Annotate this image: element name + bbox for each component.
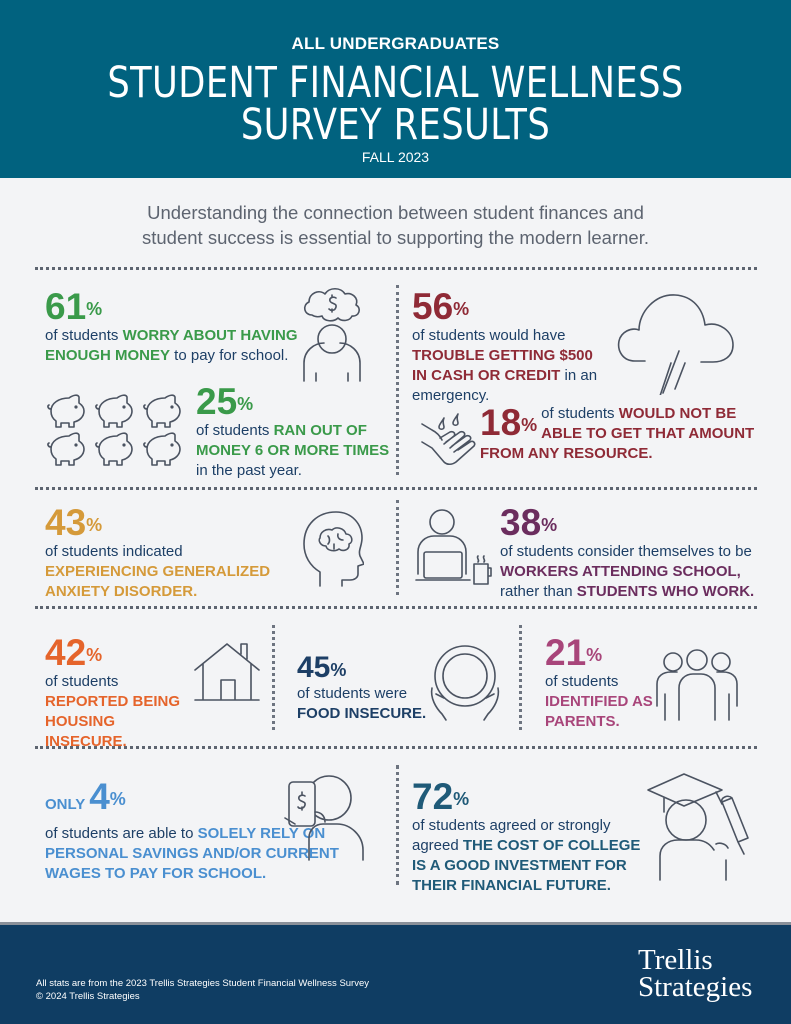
intro-line-1: Understanding the connection between stu…	[147, 202, 644, 223]
logo-line-1: Trellis	[638, 944, 713, 976]
brain-head-icon	[298, 508, 365, 588]
stat-text: to pay for school.	[170, 347, 289, 364]
stat-text: of students were	[297, 685, 408, 702]
stat-text: in the past year.	[196, 462, 302, 479]
worker-laptop-icon	[414, 508, 492, 588]
intro-text: Understanding the connection between stu…	[0, 200, 791, 250]
column-divider	[396, 765, 399, 885]
stat-investment: 72% of students agreed or strongly agree…	[412, 778, 652, 896]
stat-housing: 42% of students REPORTED BEING HOUSING I…	[45, 634, 195, 752]
stat-highlight: TROUBLE GETTING $500 IN CASH OR CREDIT	[412, 347, 593, 384]
source-note: All stats are from the 2023 Trellis Stra…	[36, 978, 370, 989]
stat-no-resource: 18% of students WOULD NOT BE ABLE TO GET…	[480, 404, 770, 464]
stat-text: of students	[45, 673, 119, 690]
stat-text: of students	[45, 327, 123, 344]
column-divider	[396, 500, 399, 595]
stat-highlight: RAN OUT OF MONEY 6 OR MORE TIMES	[196, 422, 390, 459]
stat-workers: 38% of students consider themselves to b…	[500, 504, 780, 602]
stat-highlight: REPORTED BEING HOUSING INSECURE.	[45, 693, 181, 750]
hand-drops-icon	[420, 412, 478, 470]
stat-text: of students would have	[412, 327, 566, 344]
page-title: STUDENT FINANCIAL WELLNESS SURVEY RESULT…	[71, 58, 720, 150]
stat-highlight: FOOD INSECURE.	[297, 705, 427, 722]
intro-line-2: student success is essential to supporti…	[142, 227, 649, 248]
copyright: © 2024 Trellis Strategies	[36, 991, 140, 1002]
stat-emergency-500: 56% of students would have TROUBLE GETTI…	[412, 288, 612, 406]
stat-savings: ONLY 4% of students are able to SOLELY R…	[45, 778, 345, 884]
stat-highlight: STUDENTS WHO WORK.	[576, 583, 755, 600]
stat-text: of students consider themselves to be	[500, 543, 752, 560]
column-divider	[396, 285, 399, 475]
stat-value: 72%	[412, 776, 470, 817]
stat-value: ONLY 4%	[45, 776, 126, 817]
empty-plate-icon	[428, 638, 502, 722]
title-line-1: STUDENT FINANCIAL WELLNESS	[107, 58, 684, 108]
stat-highlight: EXPERIENCING GENERALIZED ANXIETY DISORDE…	[45, 563, 271, 600]
logo-line-2: Strategies	[638, 971, 753, 1003]
stat-value: 21%	[545, 632, 603, 673]
term-label: FALL 2023	[361, 149, 430, 165]
stat-value: 25%	[196, 381, 254, 422]
stat-highlight: WORKERS ATTENDING SCHOOL,	[500, 563, 741, 580]
audience-label: ALL UNDERGRADUATES	[291, 34, 500, 53]
piggy-bank-icon	[45, 393, 187, 467]
stat-value: 18%	[480, 402, 538, 443]
stat-text: of students are able to	[45, 825, 198, 842]
stat-value: 43%	[45, 502, 103, 543]
stat-highlight: IDENTIFIED AS PARENTS.	[545, 693, 653, 730]
stat-parents: 21% of students IDENTIFIED AS PARENTS.	[545, 634, 655, 732]
stat-ran-out: 25% of students RAN OUT OF MONEY 6 OR MO…	[196, 383, 396, 481]
stat-highlight: WOULD NOT BE ABLE TO GET THAT AMOUNT FRO…	[480, 405, 755, 462]
stat-text: of students indicated	[45, 543, 183, 560]
stat-value: 45%	[297, 651, 347, 684]
header-banner: ALL UNDERGRADUATES STUDENT FINANCIAL WEL…	[0, 0, 791, 178]
stat-text: in an emergency.	[412, 367, 598, 404]
stat-value: 61%	[45, 286, 103, 327]
column-divider	[272, 625, 275, 730]
divider	[35, 267, 757, 270]
stat-value: 42%	[45, 632, 103, 673]
trellis-strategies-logo: Trellis Strategies	[638, 944, 753, 1003]
stat-anxiety: 43% of students indicated EXPERIENCING G…	[45, 504, 285, 602]
column-divider	[519, 625, 522, 730]
stat-highlight: SOLELY RELY ON PERSONAL SAVINGS AND/OR C…	[45, 825, 339, 882]
family-icon	[653, 648, 741, 722]
worried-person-icon	[298, 285, 366, 383]
stat-text: rather than	[500, 583, 577, 600]
divider	[35, 746, 757, 749]
stat-worry: 61% of students WORRY ABOUT HAVING ENOUG…	[45, 288, 315, 366]
stat-text: of students agreed or strongly agreed	[412, 817, 611, 854]
rain-cloud-icon	[615, 289, 737, 400]
stat-text: of students	[545, 673, 619, 690]
stat-highlight: WORRY ABOUT HAVING ENOUGH MONEY	[45, 327, 298, 364]
footer-note: All stats are from the 2023 Trellis Stra…	[36, 977, 369, 1003]
footer: All stats are from the 2023 Trellis Stra…	[0, 922, 791, 1024]
stat-highlight: THE COST OF COLLEGE IS A GOOD INVESTMENT…	[412, 837, 641, 894]
stat-food: 45% of students were FOOD INSECURE.	[297, 652, 437, 724]
stat-value: 56%	[412, 286, 470, 327]
graduate-icon	[646, 768, 756, 882]
house-icon	[193, 640, 261, 702]
title-line-2: SURVEY RESULTS	[240, 100, 551, 150]
stat-text: of students	[541, 405, 619, 422]
divider	[35, 487, 757, 490]
stat-value: 38%	[500, 502, 558, 543]
stat-text: of students	[196, 422, 274, 439]
phone-payment-icon	[283, 768, 367, 862]
divider	[35, 606, 757, 609]
